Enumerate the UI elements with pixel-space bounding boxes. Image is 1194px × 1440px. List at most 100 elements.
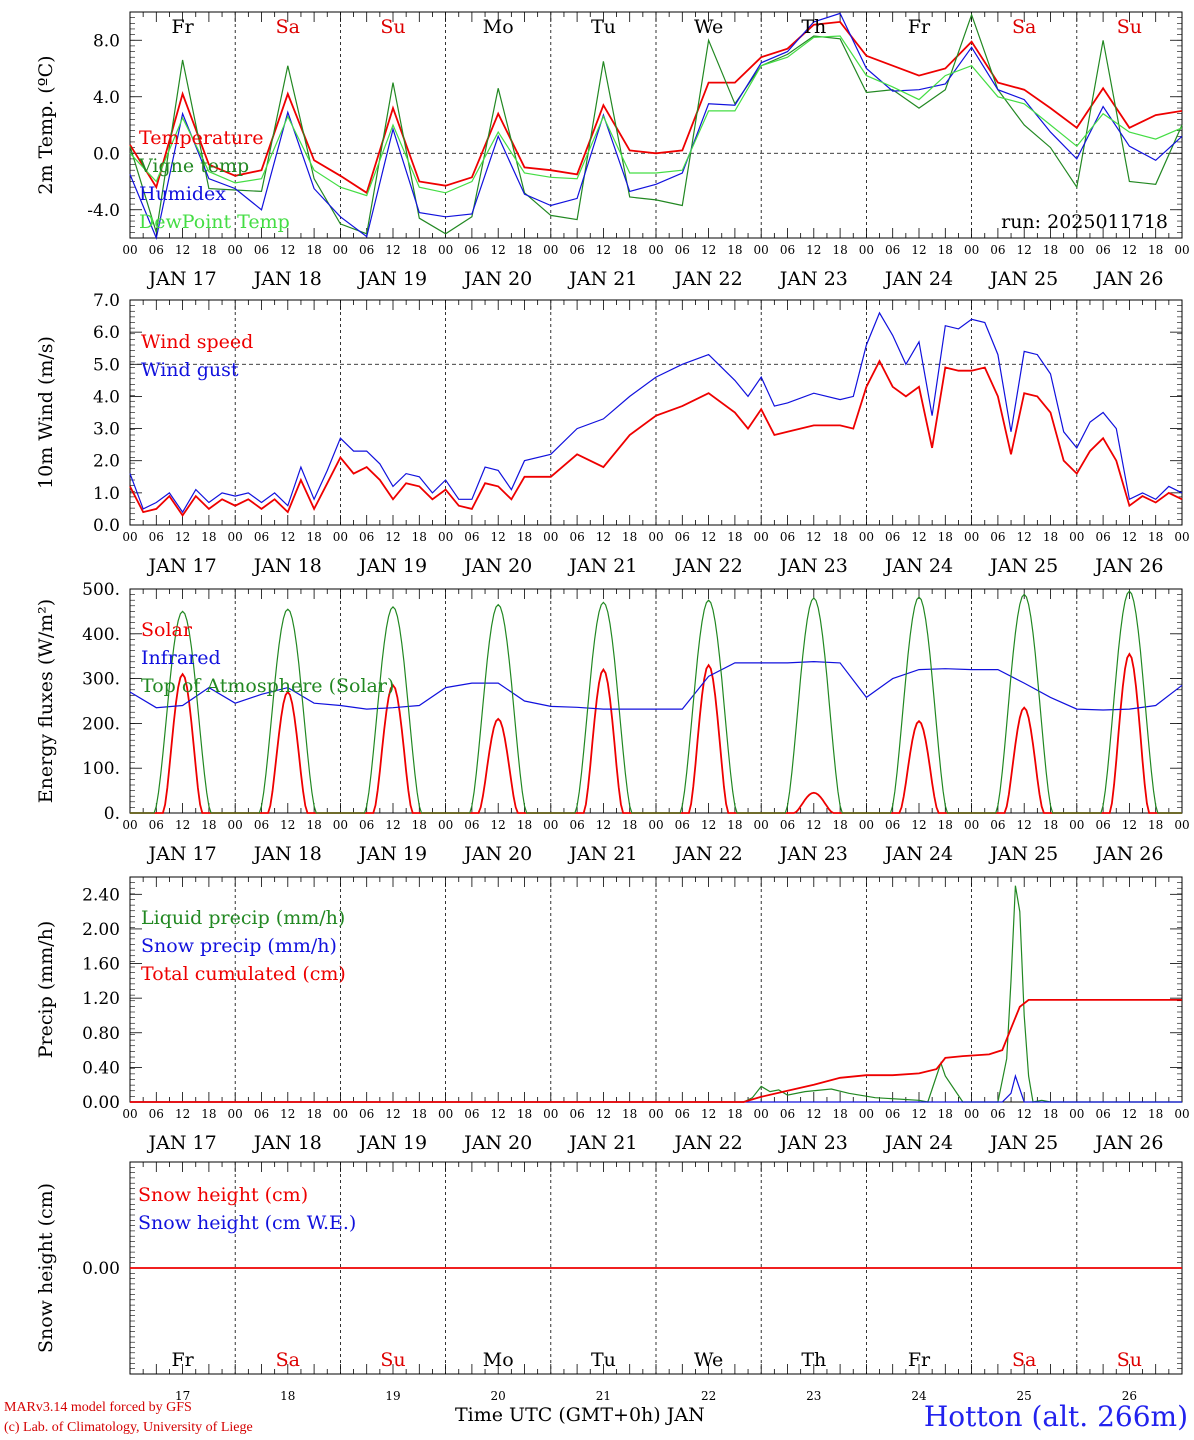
hour-tick-label: 18: [201, 530, 216, 544]
day-label: JAN 17: [147, 1132, 217, 1154]
y-tick-label: 8.0: [93, 31, 120, 51]
date-label: 22: [701, 1389, 716, 1403]
y-tick-label: 6.0: [93, 323, 120, 343]
hour-tick-label: 18: [1148, 1107, 1163, 1121]
y-tick-label: 0.80: [82, 1024, 120, 1044]
y-tick-label: 7.0: [93, 291, 120, 311]
series-line-vigne-temp: [129, 12, 1183, 235]
hour-tick-label: 00: [648, 1107, 663, 1121]
day-label: JAN 19: [357, 1132, 427, 1154]
hour-tick-label: 00: [754, 1107, 769, 1121]
hour-tick-label: 00: [648, 818, 663, 832]
legend-entry: Snow height (cm W.E.): [138, 1212, 356, 1234]
hour-tick-label: 06: [675, 818, 690, 832]
legend-entry: Vigne temp: [138, 155, 249, 177]
hour-tick-label: 06: [359, 530, 374, 544]
hour-tick-label: 00: [438, 1107, 453, 1121]
legend-entry: Wind speed: [141, 331, 253, 353]
hour-tick-label: 18: [832, 818, 847, 832]
day-label: JAN 24: [883, 555, 953, 577]
day-label: JAN 18: [252, 268, 322, 290]
hour-tick-label: 00: [1069, 530, 1084, 544]
hour-tick-label: 00: [754, 530, 769, 544]
y-axis-title: Snow height (cm): [35, 1183, 57, 1353]
hour-tick-label: 12: [280, 818, 295, 832]
hour-tick-label: 06: [675, 530, 690, 544]
hour-tick-label: 18: [622, 818, 637, 832]
hour-tick-label: 12: [596, 243, 611, 257]
y-axis-title: Precip (mm/h): [35, 921, 57, 1059]
hour-tick-label: 06: [885, 530, 900, 544]
hour-tick-label: 12: [1017, 243, 1032, 257]
hour-tick-label: 12: [175, 243, 190, 257]
hour-tick-label: 00: [859, 243, 874, 257]
weekday-label: Su: [1117, 1349, 1142, 1371]
hour-tick-label: 18: [938, 243, 953, 257]
hour-tick-label: 00: [1069, 818, 1084, 832]
hour-tick-label: 12: [1122, 818, 1137, 832]
hour-tick-label: 12: [385, 1107, 400, 1121]
panel-frame-2: [129, 299, 1183, 526]
day-label: JAN 17: [147, 268, 217, 290]
hour-tick-label: 00: [859, 530, 874, 544]
hour-tick-label: 18: [306, 243, 321, 257]
day-label: JAN 26: [1093, 555, 1163, 577]
day-label: JAN 20: [462, 268, 532, 290]
y-axis-title: 10m Wind (m/s): [35, 336, 57, 489]
y-tick-label: 0.0: [93, 516, 120, 536]
day-label: JAN 23: [778, 268, 848, 290]
legend-entry: Temperature: [139, 127, 263, 149]
hour-tick-label: 12: [1017, 818, 1032, 832]
legend-entry: Wind gust: [141, 359, 239, 381]
hour-tick-label: 00: [228, 530, 243, 544]
hour-tick-label: 18: [306, 818, 321, 832]
day-label: JAN 21: [567, 1132, 637, 1154]
hour-tick-label: 18: [622, 1107, 637, 1121]
y-axis-title: Energy fluxes (W/m²): [35, 599, 57, 803]
hour-tick-label: 06: [359, 818, 374, 832]
hour-tick-label: 00: [438, 243, 453, 257]
day-label: JAN 22: [673, 843, 743, 865]
series-line-snow-precip-mm-h-: [130, 1073, 1182, 1103]
hour-tick-label: 18: [517, 1107, 532, 1121]
hour-tick-label: 06: [149, 530, 164, 544]
legend-entry: Liquid precip (mm/h): [141, 907, 345, 929]
hour-tick-label: 12: [911, 1107, 926, 1121]
series-line-humidex: [129, 12, 1183, 241]
hour-tick-label: 06: [254, 243, 269, 257]
series-line-total-cumulated-cm-: [130, 999, 1182, 1103]
day-label: JAN 20: [462, 843, 532, 865]
date-label: 18: [280, 1389, 295, 1403]
y-tick-label: 1.60: [82, 955, 120, 975]
hour-tick-label: 12: [1122, 243, 1137, 257]
y-tick-label: 5.0: [93, 355, 120, 375]
y-tick-label: 0.00: [82, 1093, 120, 1113]
hour-tick-label: 06: [1095, 818, 1110, 832]
hour-tick-label: 12: [175, 818, 190, 832]
hour-tick-label: 00: [1174, 530, 1189, 544]
hour-tick-label: 06: [885, 818, 900, 832]
hour-tick-label: 06: [780, 530, 795, 544]
hour-tick-label: 06: [990, 818, 1005, 832]
hour-tick-label: 18: [1043, 243, 1058, 257]
hour-tick-label: 18: [727, 818, 742, 832]
hour-tick-label: 18: [1043, 1107, 1058, 1121]
hour-tick-label: 12: [701, 818, 716, 832]
hour-tick-label: 18: [412, 530, 427, 544]
day-label: JAN 17: [147, 843, 217, 865]
legend-entry: Infrared: [141, 647, 221, 669]
hour-tick-label: 18: [622, 243, 637, 257]
legend-entry: Humidex: [139, 183, 226, 205]
hour-tick-label: 18: [306, 1107, 321, 1121]
hour-tick-label: 12: [385, 243, 400, 257]
hour-tick-label: 18: [938, 530, 953, 544]
hour-tick-label: 18: [832, 243, 847, 257]
hour-tick-label: 06: [990, 530, 1005, 544]
y-tick-label: 2.0: [93, 452, 120, 472]
hour-tick-label: 00: [122, 1107, 137, 1121]
y-tick-label: 300.: [82, 670, 120, 690]
day-label: JAN 22: [673, 1132, 743, 1154]
hour-tick-label: 12: [911, 818, 926, 832]
hour-tick-label: 12: [1017, 1107, 1032, 1121]
weekday-label: Fr: [908, 1349, 931, 1371]
